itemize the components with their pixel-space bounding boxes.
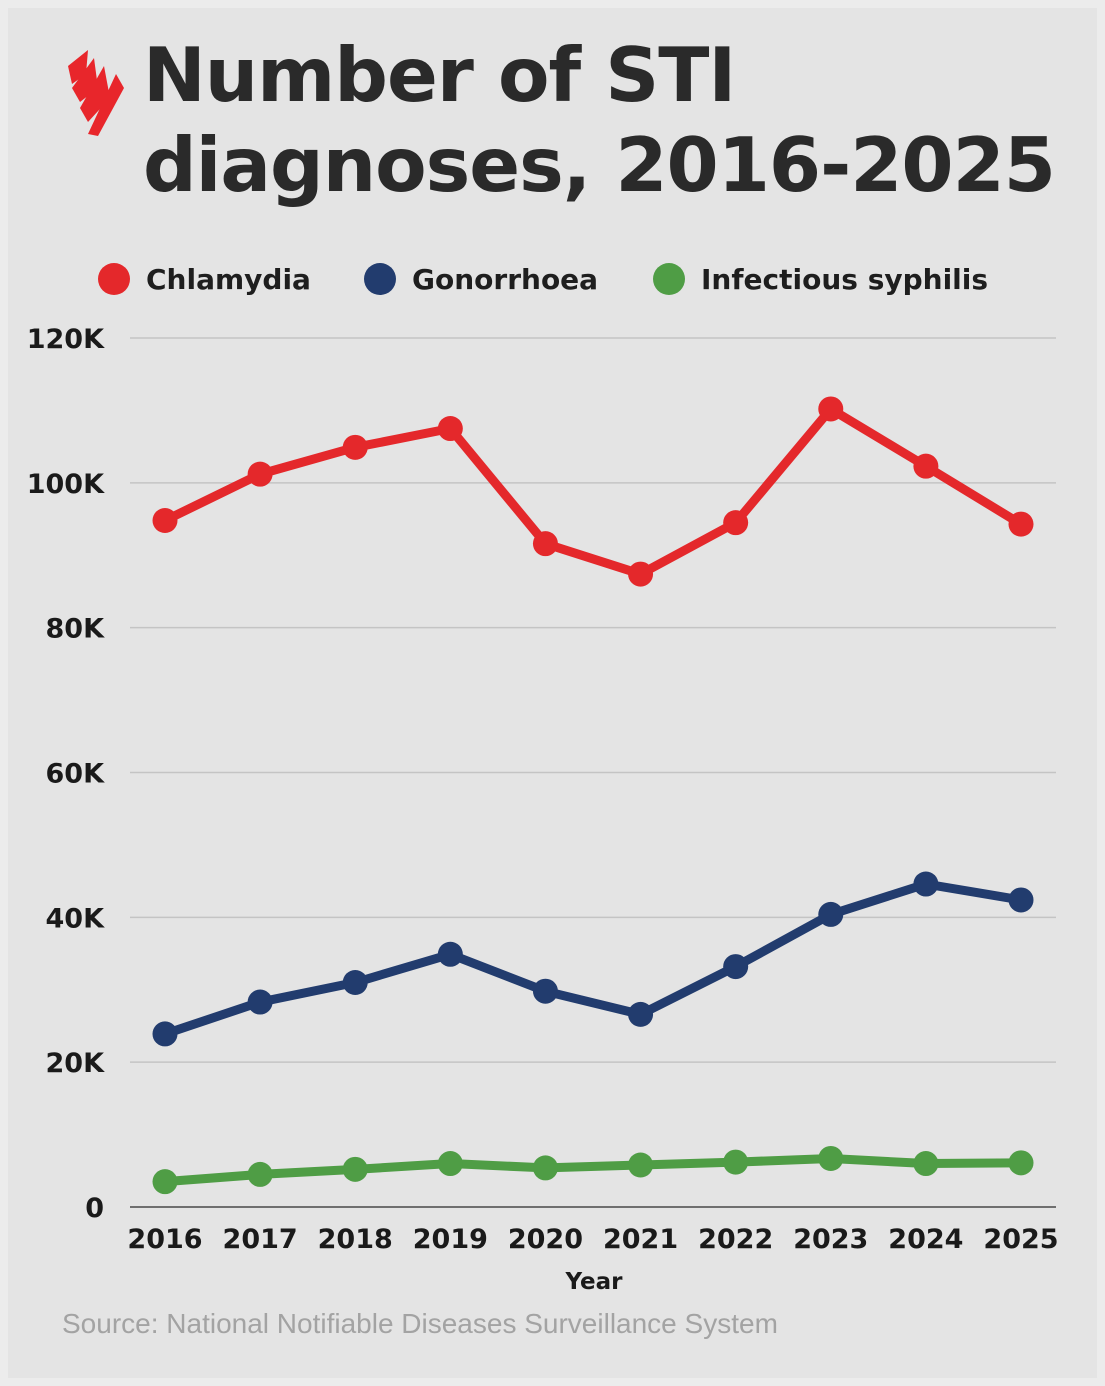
x-tick-label: 2023 — [793, 1224, 868, 1255]
data-point-gonorrhoea — [723, 954, 749, 980]
sbs-logo-icon — [68, 50, 124, 136]
data-point-chlamydia — [532, 531, 558, 557]
chart-title: Number of STI diagnoses, 2016-2025 — [143, 31, 1056, 209]
data-point-gonorrhoea — [247, 989, 273, 1015]
x-tick-label: 2017 — [223, 1224, 298, 1255]
y-tick-label: 0 — [85, 1193, 104, 1224]
y-tick-label: 60K — [46, 759, 106, 790]
data-point-chlamydia — [723, 510, 749, 536]
data-point-chlamydia — [913, 453, 939, 479]
data-point-chlamydia — [1008, 511, 1034, 537]
data-point-infectious-syphilis — [437, 1151, 463, 1177]
y-tick-label: 100K — [27, 469, 105, 500]
legend-marker-chlamydia — [98, 263, 130, 295]
y-tick-label: 80K — [46, 614, 106, 645]
y-tick-label: 120K — [27, 324, 105, 355]
legend-label-chlamydia: Chlamydia — [146, 262, 311, 296]
x-tick-label: 2021 — [603, 1224, 678, 1255]
data-point-infectious-syphilis — [532, 1155, 558, 1181]
data-point-gonorrhoea — [437, 941, 463, 967]
data-point-gonorrhoea — [152, 1021, 178, 1047]
source-note: Source: National Notifiable Diseases Sur… — [62, 1308, 778, 1339]
data-point-infectious-syphilis — [1008, 1150, 1034, 1176]
x-tick-label: 2016 — [127, 1224, 202, 1255]
data-point-chlamydia — [437, 416, 463, 442]
data-point-chlamydia — [152, 507, 178, 533]
data-point-gonorrhoea — [818, 901, 844, 927]
data-point-chlamydia — [628, 561, 654, 587]
data-point-gonorrhoea — [628, 1001, 654, 1027]
series-line-infectious-syphilis — [160, 1153, 1026, 1187]
x-tick-label: 2025 — [983, 1224, 1058, 1255]
legend-marker-gonorrhoea — [364, 263, 396, 295]
data-point-gonorrhoea — [1008, 887, 1034, 913]
legend: Chlamydia Gonorrhoea Infectious syphilis — [0, 255, 1105, 303]
data-point-infectious-syphilis — [723, 1149, 749, 1175]
data-point-chlamydia — [247, 461, 273, 487]
series-line-gonorrhoea — [160, 879, 1026, 1039]
data-point-infectious-syphilis — [913, 1151, 939, 1177]
legend-label-infectious-syphilis: Infectious syphilis — [701, 262, 989, 296]
data-point-chlamydia — [342, 434, 368, 460]
x-tick-label: 2018 — [318, 1224, 393, 1255]
x-tick-label: 2024 — [888, 1224, 963, 1255]
y-tick-label: 20K — [46, 1048, 106, 1079]
series-line-chlamydia — [160, 404, 1026, 579]
data-point-gonorrhoea — [913, 871, 939, 897]
y-tick-label: 40K — [46, 903, 106, 934]
x-tick-label: 2019 — [413, 1224, 488, 1255]
legend-label-gonorrhoea: Gonorrhoea — [412, 262, 599, 296]
x-tick-label: 2022 — [698, 1224, 773, 1255]
legend-item-chlamydia[interactable]: Chlamydia — [98, 255, 311, 303]
x-axis-title: Year — [564, 1269, 623, 1295]
chart-card — [8, 8, 1097, 1378]
data-point-infectious-syphilis — [818, 1145, 844, 1171]
data-point-chlamydia — [818, 396, 844, 422]
data-point-infectious-syphilis — [342, 1156, 368, 1182]
legend-item-gonorrhoea[interactable]: Gonorrhoea — [364, 255, 598, 303]
data-point-infectious-syphilis — [628, 1152, 654, 1178]
x-tick-label: 2020 — [508, 1224, 583, 1255]
data-point-gonorrhoea — [342, 970, 368, 996]
legend-marker-infectious-syphilis — [653, 263, 685, 295]
legend-item-infectious-syphilis[interactable]: Infectious syphilis — [653, 255, 988, 303]
data-point-gonorrhoea — [532, 978, 558, 1004]
data-point-infectious-syphilis — [152, 1169, 178, 1195]
data-point-infectious-syphilis — [247, 1161, 273, 1187]
